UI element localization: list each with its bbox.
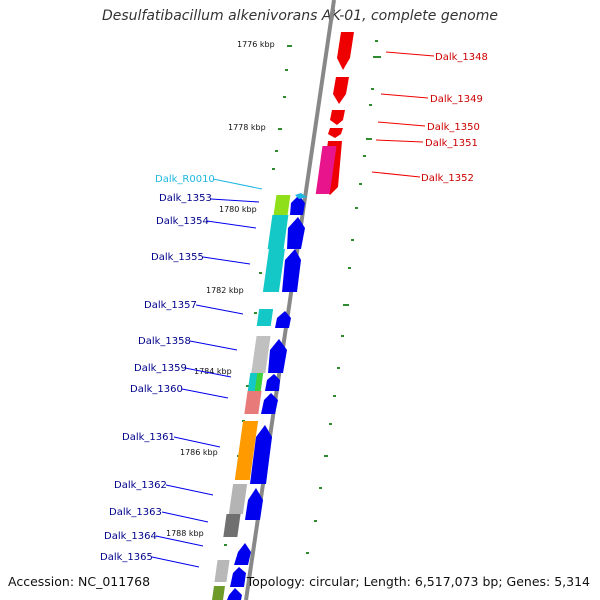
- topology-text: Topology: circular; Length: 6,517,073 bp…: [246, 574, 590, 589]
- gene-dalk-1355-arrow[interactable]: [282, 249, 301, 292]
- gene-dalk-1351-arrow[interactable]: [328, 128, 343, 138]
- gene-dalk-1365-domain[interactable]: [214, 560, 230, 582]
- label-dalk-r0010[interactable]: Dalk_R0010: [155, 174, 215, 185]
- gene-dalk-1362-arrow[interactable]: [245, 488, 263, 520]
- gene-dalk-1355-domain[interactable]: [262, 249, 285, 292]
- gene-dalk-1348-arrow[interactable]: [337, 32, 354, 70]
- label-dalk-1357[interactable]: Dalk_1357: [144, 300, 197, 311]
- genome-title: Desulfatibacillum alkenivorans AK-01, co…: [101, 8, 499, 24]
- label-dalk-1353[interactable]: Dalk_1353: [159, 193, 212, 204]
- domain-blocks: [212, 193, 307, 600]
- kbp-1788: 1788 kbp: [166, 529, 204, 538]
- gene-dalk-1362-domain[interactable]: [228, 484, 248, 514]
- gene-dalk-1358-domain[interactable]: [251, 336, 271, 373]
- gene-dalk-1358-arrow[interactable]: [268, 339, 287, 373]
- gene-dalk-1360-domain[interactable]: [244, 391, 262, 414]
- gene-dalk-1357-arrow[interactable]: [275, 311, 291, 328]
- rna-label-leader: [212, 178, 263, 190]
- label-dalk-1359[interactable]: Dalk_1359: [134, 363, 187, 374]
- label-dalk-1365[interactable]: Dalk_1365: [100, 552, 153, 563]
- gene-next-arrow[interactable]: [227, 588, 242, 600]
- label-dalk-1354[interactable]: Dalk_1354: [156, 216, 209, 227]
- forward-label-leaders: [151, 198, 260, 568]
- label-dalk-1360[interactable]: Dalk_1360: [130, 384, 183, 395]
- label-dalk-1349[interactable]: Dalk_1349: [430, 94, 483, 105]
- gene-dalk-1354-domain[interactable]: [267, 215, 289, 249]
- gene-dalk-1359-domain-2[interactable]: [254, 373, 264, 391]
- label-dalk-1362[interactable]: Dalk_1362: [114, 480, 167, 491]
- label-dalk-1351[interactable]: Dalk_1351: [425, 138, 478, 149]
- reverse-strand-genes: [315, 32, 354, 195]
- gene-dalk-1353-domain[interactable]: [273, 195, 291, 215]
- reverse-label-leaders: [371, 51, 435, 178]
- kbp-1786: 1786 kbp: [180, 448, 218, 457]
- gene-dalk-1360-arrow[interactable]: [261, 393, 278, 414]
- gene-labels: Dalk_1348 Dalk_1349 Dalk_1350 Dalk_1351 …: [100, 52, 488, 563]
- gene-dalk-1361-arrow[interactable]: [250, 425, 272, 484]
- label-dalk-1352[interactable]: Dalk_1352: [421, 173, 474, 184]
- kbp-1778: 1778 kbp: [228, 123, 266, 132]
- gene-dalk-1354-arrow[interactable]: [287, 217, 305, 249]
- kbp-1780: 1780 kbp: [219, 205, 257, 214]
- label-dalk-1363[interactable]: Dalk_1363: [109, 507, 162, 518]
- gene-next-domain[interactable]: [212, 586, 225, 600]
- kbp-scale: 1776 kbp 1778 kbp 1780 kbp 1782 kbp 1784…: [166, 40, 275, 538]
- accession-text: Accession: NC_011768: [8, 574, 151, 589]
- gene-dalk-1353-arrow[interactable]: [290, 195, 305, 215]
- label-dalk-1361[interactable]: Dalk_1361: [122, 432, 175, 443]
- label-dalk-1355[interactable]: Dalk_1355: [151, 252, 204, 263]
- kbp-1784: 1784 kbp: [194, 367, 232, 376]
- gene-dalk-1365-arrow[interactable]: [230, 567, 246, 587]
- kbp-1776: 1776 kbp: [237, 40, 275, 49]
- label-dalk-1364[interactable]: Dalk_1364: [104, 531, 157, 542]
- gene-dalk-1352-domain[interactable]: [315, 146, 337, 194]
- gene-dalk-1359-arrow[interactable]: [265, 374, 280, 391]
- label-dalk-1358[interactable]: Dalk_1358: [138, 336, 191, 347]
- gene-dalk-1350-arrow[interactable]: [330, 110, 345, 125]
- gc-track-right: [306, 40, 381, 554]
- rna-dalk-r0010-marker[interactable]: [295, 193, 307, 199]
- label-dalk-1348[interactable]: Dalk_1348: [435, 52, 488, 63]
- gene-dalk-1349-arrow[interactable]: [333, 77, 349, 104]
- gene-dalk-1361-domain[interactable]: [234, 421, 259, 480]
- forward-strand-genes: [227, 195, 305, 600]
- gene-dalk-1364-arrow[interactable]: [234, 543, 251, 565]
- gene-dalk-1363-domain[interactable]: [223, 514, 241, 537]
- gene-dalk-1357-domain[interactable]: [256, 309, 274, 326]
- kbp-1782: 1782 kbp: [206, 286, 244, 295]
- label-dalk-1350[interactable]: Dalk_1350: [427, 122, 480, 133]
